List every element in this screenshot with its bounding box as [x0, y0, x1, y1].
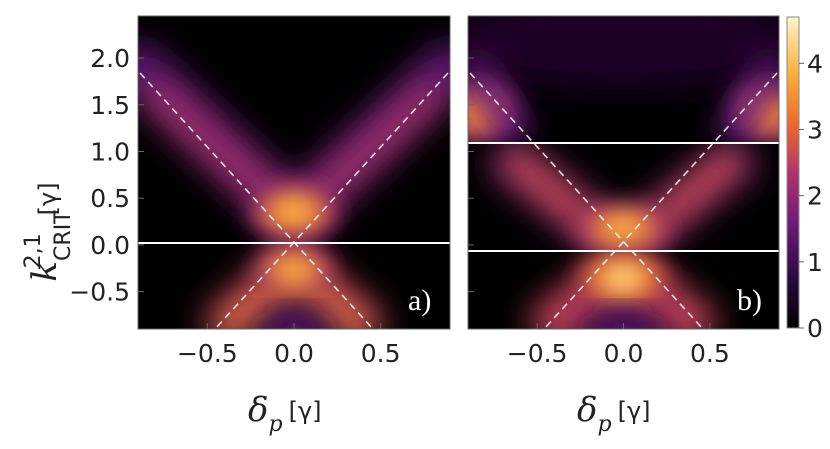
colorbar-tick-label: 3 [807, 115, 823, 144]
x-axis-label-a-sub: p [268, 412, 282, 437]
colorbar-tick-label: 1 [807, 248, 823, 277]
y-axis-label-sub: CRIT [51, 210, 76, 261]
x-axis-ticks-panel-a: −0.5 0.0 0.5 [177, 323, 401, 368]
colorbar-ticks: 4 3 2 1 0 [799, 49, 823, 343]
y-axis-label-symbol: k [25, 261, 65, 282]
svg-text:kCRIT2,1[γ]: kCRIT2,1 [γ] [21, 182, 76, 281]
x-axis-ticks-panel-b: −0.5 0.0 0.5 [507, 323, 730, 368]
y-tick-label: 1.5 [90, 91, 130, 120]
x-tick-label: 0.5 [361, 339, 401, 368]
panel-a [138, 16, 450, 329]
y-tick-label: 0.5 [90, 184, 130, 213]
x-axis-label-panel-a: δp [γ] [248, 390, 322, 437]
svg-text:δp[γ]: δp [γ] [577, 390, 651, 437]
x-axis-label-b-unit: [γ] [618, 397, 651, 425]
colorbar-tick-label: 2 [807, 182, 823, 211]
panel-b-top-faint [468, 16, 779, 90]
panel-b [468, 16, 779, 329]
panel-a-upper-lobe [242, 178, 346, 246]
colorbar-tick-label: 0 [807, 314, 823, 343]
panel-b-dashed-line-2 [543, 72, 778, 329]
panel-b-dashed-line-1 [469, 72, 704, 329]
y-tick-label: −0.5 [69, 278, 130, 307]
colorbar [786, 16, 800, 329]
panel-a-label: a) [408, 284, 431, 317]
y-axis-label-sup: 2,1 [21, 233, 46, 268]
y-axis-label-unit: [γ] [34, 182, 62, 215]
svg-text:δp[γ]: δp [γ] [248, 390, 322, 437]
x-axis-label-b-symbol: δ [577, 390, 597, 430]
x-tick-label: 0.0 [274, 339, 314, 368]
y-tick-label: 0.0 [90, 231, 130, 260]
x-tick-label: 0.0 [604, 339, 644, 368]
colorbar-tick-label: 4 [807, 49, 823, 78]
panel-a-bottom-glow [256, 310, 332, 329]
panel-b-lower-lobe [567, 251, 679, 314]
x-axis-label-a-symbol: δ [248, 390, 268, 430]
x-tick-label: −0.5 [507, 339, 568, 368]
y-axis-ticks: 2.0 1.5 1.0 0.5 0.0 −0.5 [69, 44, 474, 307]
panel-a-dashed-line-1 [139, 72, 374, 329]
y-tick-label: 1.0 [90, 137, 130, 166]
panel-b-bottom-glow [583, 310, 663, 329]
x-axis-label-a-unit: [γ] [289, 397, 322, 425]
panel-a-dashed-line-2 [214, 72, 449, 329]
panel-b-upper-lobe [567, 198, 679, 251]
panel-a-lower-lobe [246, 242, 342, 298]
x-axis-label-b-sub: p [597, 412, 611, 437]
x-tick-label: −0.5 [177, 339, 238, 368]
x-axis-label-panel-b: δp [γ] [577, 390, 651, 437]
x-tick-label: 0.5 [690, 339, 730, 368]
y-axis-label: kCRIT2,1 [γ] [21, 182, 76, 281]
y-tick-label: 2.0 [90, 44, 130, 73]
panel-b-label: b) [737, 284, 762, 317]
